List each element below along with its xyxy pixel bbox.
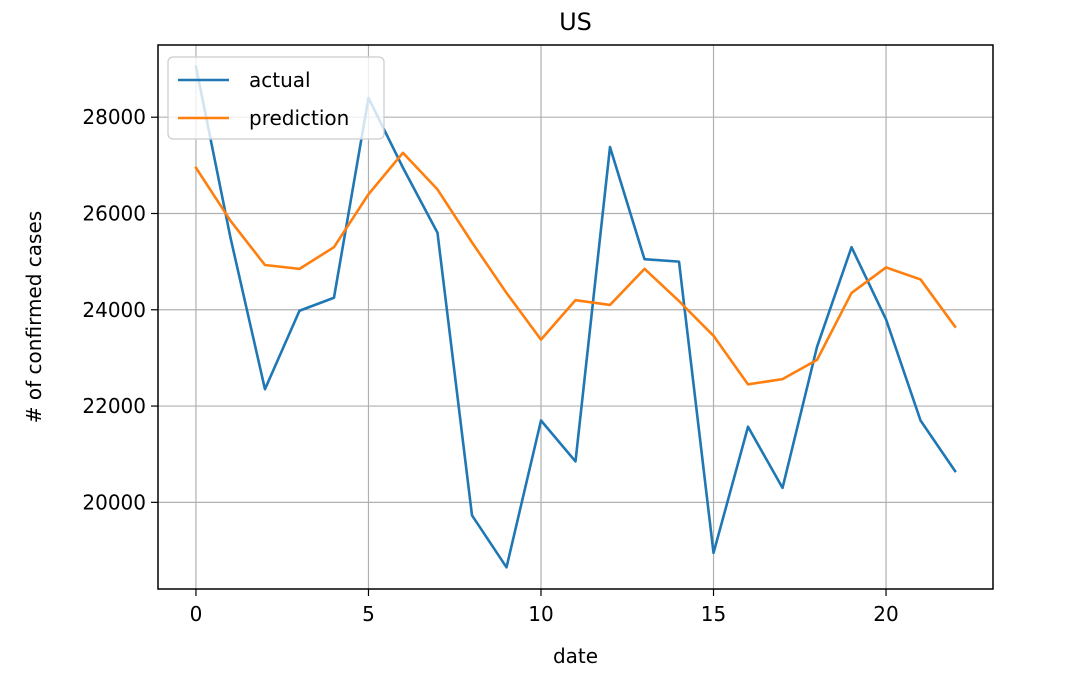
x-axis-label: date [553, 644, 598, 668]
plot-area-frame [157, 44, 994, 590]
legend: actual prediction [167, 56, 385, 140]
y-tick-label: 28000 [82, 105, 146, 129]
x-tick-label: 15 [701, 602, 726, 626]
x-tick-label: 5 [362, 602, 375, 626]
y-tick-label: 24000 [82, 298, 146, 322]
series-lines [194, 65, 957, 569]
x-tick-label: 0 [190, 602, 203, 626]
x-tick-label: 20 [873, 602, 898, 626]
y-tick-label: 26000 [82, 201, 146, 225]
y-tick-label: 22000 [82, 394, 146, 418]
legend-label-prediction: prediction [249, 106, 349, 130]
legend-label-actual: actual [249, 68, 311, 92]
x-tick-label: 10 [528, 602, 553, 626]
chart-title: US [559, 8, 592, 36]
y-axis-label: # of confirmed cases [22, 211, 46, 423]
axis-ticks: 0 5 10 15 20 20000 22000 24000 26000 28000 [82, 105, 898, 626]
series-line-prediction [194, 151, 957, 386]
y-tick-label: 20000 [82, 490, 146, 514]
series-line-actual [194, 65, 957, 569]
